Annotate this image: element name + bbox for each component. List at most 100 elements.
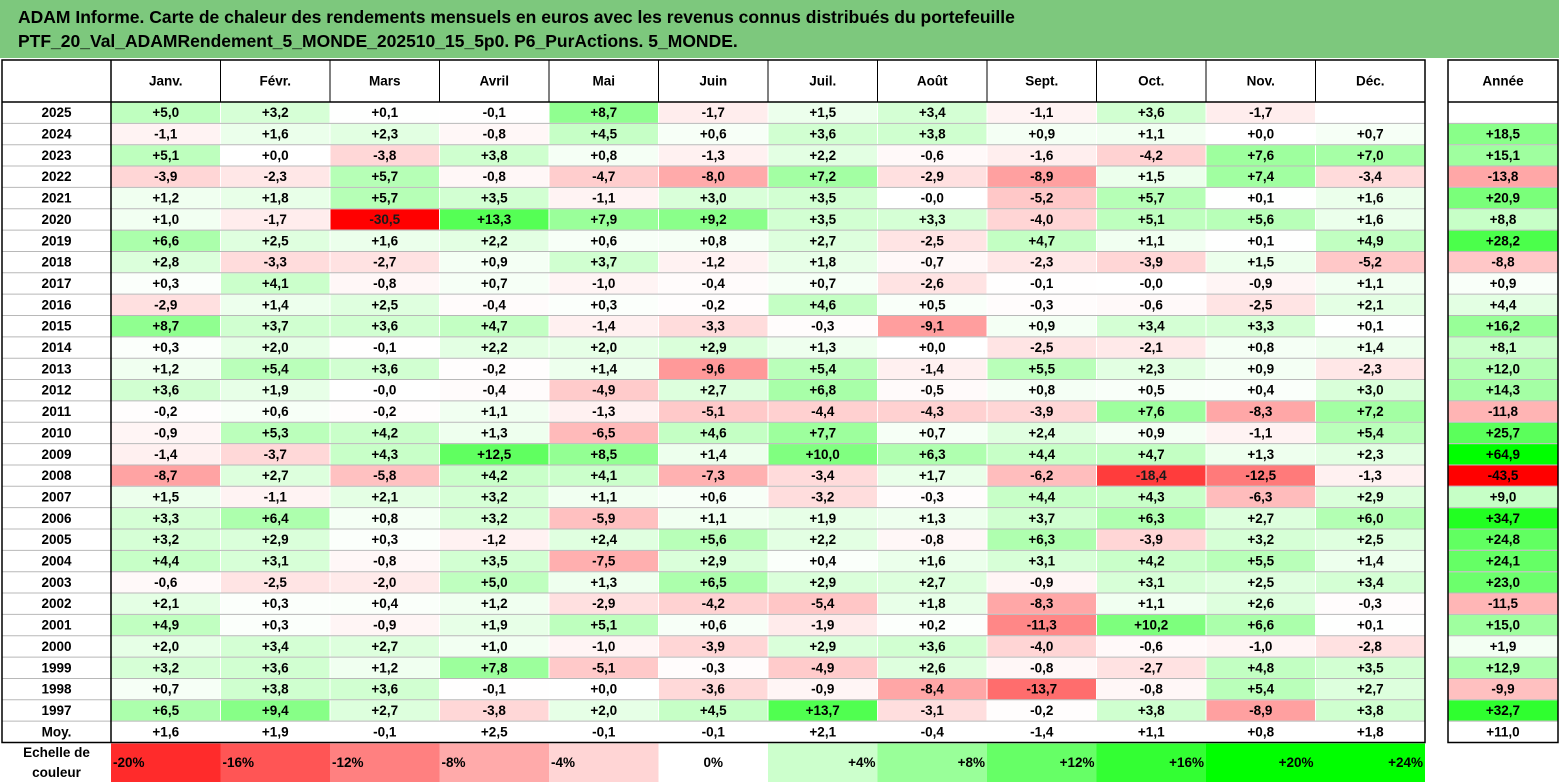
cell-2021-4 xyxy=(440,187,549,209)
cell-2020-1 xyxy=(111,209,220,230)
cell-2021-3 xyxy=(330,187,439,209)
row-year-2004: 2004 xyxy=(41,554,72,569)
annual-frame xyxy=(1447,59,1559,744)
scale-swatch-3 xyxy=(330,743,440,782)
cell-value-2024-8: +3,8 xyxy=(919,127,946,142)
cell-value-2017-10: -0,0 xyxy=(1140,276,1163,291)
cell-value-2013-4: -0,2 xyxy=(483,361,506,376)
row-year-2016: 2016 xyxy=(41,297,72,312)
cell-2014-7 xyxy=(768,337,877,358)
cell-2000-1 xyxy=(111,636,220,657)
cell-1997-2 xyxy=(221,700,330,721)
cell-value-2012-11: +0,4 xyxy=(1247,383,1274,398)
cell-2020-6 xyxy=(659,209,768,230)
row-year-2014: 2014 xyxy=(41,340,72,355)
cell-value-2012-10: +0,5 xyxy=(1138,383,1165,398)
cell-2022-5 xyxy=(549,166,658,187)
cell-2019-6 xyxy=(659,230,768,251)
cell-2014-3 xyxy=(330,337,439,358)
cell-2003-4 xyxy=(440,572,549,593)
cell-value-2017-6: -0,4 xyxy=(702,276,726,291)
cell-2012-3 xyxy=(330,380,439,401)
cell-2020-3 xyxy=(330,209,439,230)
cell-2016-7 xyxy=(768,294,877,315)
cell-value-2023-8: -0,6 xyxy=(921,148,945,163)
cell-1997-12 xyxy=(1316,700,1425,721)
cell-2006-7 xyxy=(768,508,877,529)
cell-2007-2 xyxy=(221,486,330,508)
cell-2006-4 xyxy=(440,508,549,529)
cell-2011-7 xyxy=(768,401,877,422)
scale-swatch-10 xyxy=(1096,743,1206,782)
cell-2006-8 xyxy=(878,508,987,529)
cell-value-2007-8: -0,3 xyxy=(921,489,945,504)
cell-2003-10 xyxy=(1097,572,1206,593)
cell-value-2001-8: +0,2 xyxy=(919,618,946,633)
cell-annual-value-2020: +8,8 xyxy=(1490,212,1517,227)
scale-value-10: +16% xyxy=(1169,755,1204,770)
cell-2012-8 xyxy=(878,380,987,401)
cell-value-2016-4: -0,4 xyxy=(483,297,507,312)
cell-value-2002-8: +1,8 xyxy=(919,596,946,611)
cell-value-2025-7: +1,5 xyxy=(809,105,836,120)
cell-annual-value-2005: +24,8 xyxy=(1486,532,1521,547)
cell-1999-12 xyxy=(1316,657,1425,678)
cell-value-2002-4: +1,2 xyxy=(481,596,508,611)
cell-2016-10 xyxy=(1097,294,1206,315)
cell-value-2023-9: -1,6 xyxy=(1030,148,1054,163)
cell-2006-3 xyxy=(330,508,439,529)
cell-value-2000-4: +1,0 xyxy=(481,639,508,654)
cell-2001-11 xyxy=(1206,614,1315,636)
cell-value-2004-8: +1,6 xyxy=(919,554,946,569)
cell-value-2014-4: +2,2 xyxy=(481,340,508,355)
cell-2010-6 xyxy=(659,422,768,444)
cell-value-2024-4: -0,8 xyxy=(483,127,507,142)
cell-2009-6 xyxy=(659,444,768,465)
cell-value-2006-6: +1,1 xyxy=(700,511,727,526)
cell-value-2010-10: +0,9 xyxy=(1138,425,1165,440)
cell-2008-2 xyxy=(221,465,330,486)
row-year-2010: 2010 xyxy=(41,425,71,440)
row-year-2008: 2008 xyxy=(41,468,72,483)
cell-value-2025-11: -1,7 xyxy=(1249,105,1272,120)
cell-2005-11 xyxy=(1206,529,1315,550)
row-year-2002: 2002 xyxy=(41,596,71,611)
cell-value-2025-8: +3,4 xyxy=(919,105,946,120)
cell-2018-5 xyxy=(549,251,658,273)
cell-annual-1997 xyxy=(1448,700,1558,721)
cell-value-2007-10: +4,3 xyxy=(1138,489,1165,504)
cell-value-average-3: -0,1 xyxy=(373,724,397,739)
cell-2001-9 xyxy=(987,614,1096,636)
cell-value-2001-9: -11,3 xyxy=(1027,618,1058,633)
cell-value-2019-11: +0,1 xyxy=(1247,233,1274,248)
scale-swatch-11 xyxy=(1206,743,1316,782)
cell-value-2007-3: +2,1 xyxy=(371,489,398,504)
cell-2010-2 xyxy=(221,422,330,444)
cell-value-2007-7: -3,2 xyxy=(811,489,834,504)
cell-2002-8 xyxy=(878,593,987,614)
scale-value-2: -16% xyxy=(223,755,255,770)
cell-2007-4 xyxy=(440,486,549,508)
header-month-4: Avril xyxy=(479,74,509,89)
row-year-2024: 2024 xyxy=(41,127,72,142)
cell-value-2007-11: -6,3 xyxy=(1249,489,1273,504)
cell-2014-5 xyxy=(549,337,658,358)
scale-swatch-1 xyxy=(111,743,221,782)
header-month-2: Févr. xyxy=(259,74,291,89)
cell-2025-10 xyxy=(1097,102,1206,123)
cell-value-2020-3: -30,5 xyxy=(369,212,400,227)
cell-value-2015-12: +0,1 xyxy=(1357,319,1384,334)
cell-value-1998-11: +5,4 xyxy=(1247,682,1274,697)
cell-2023-11 xyxy=(1206,145,1315,166)
cell-value-2007-12: +2,9 xyxy=(1357,489,1384,504)
cell-value-2001-2: +0,3 xyxy=(262,618,289,633)
cell-1999-9 xyxy=(987,657,1096,678)
cell-2007-1 xyxy=(111,486,220,508)
cell-2011-2 xyxy=(221,401,330,422)
cell-value-2010-12: +5,4 xyxy=(1357,425,1384,440)
header-month-8: Août xyxy=(917,74,948,89)
cell-2020-4 xyxy=(440,209,549,230)
cell-annual-2013 xyxy=(1448,358,1558,380)
cell-2021-6 xyxy=(659,187,768,209)
cell-value-2006-5: -5,9 xyxy=(592,511,615,526)
